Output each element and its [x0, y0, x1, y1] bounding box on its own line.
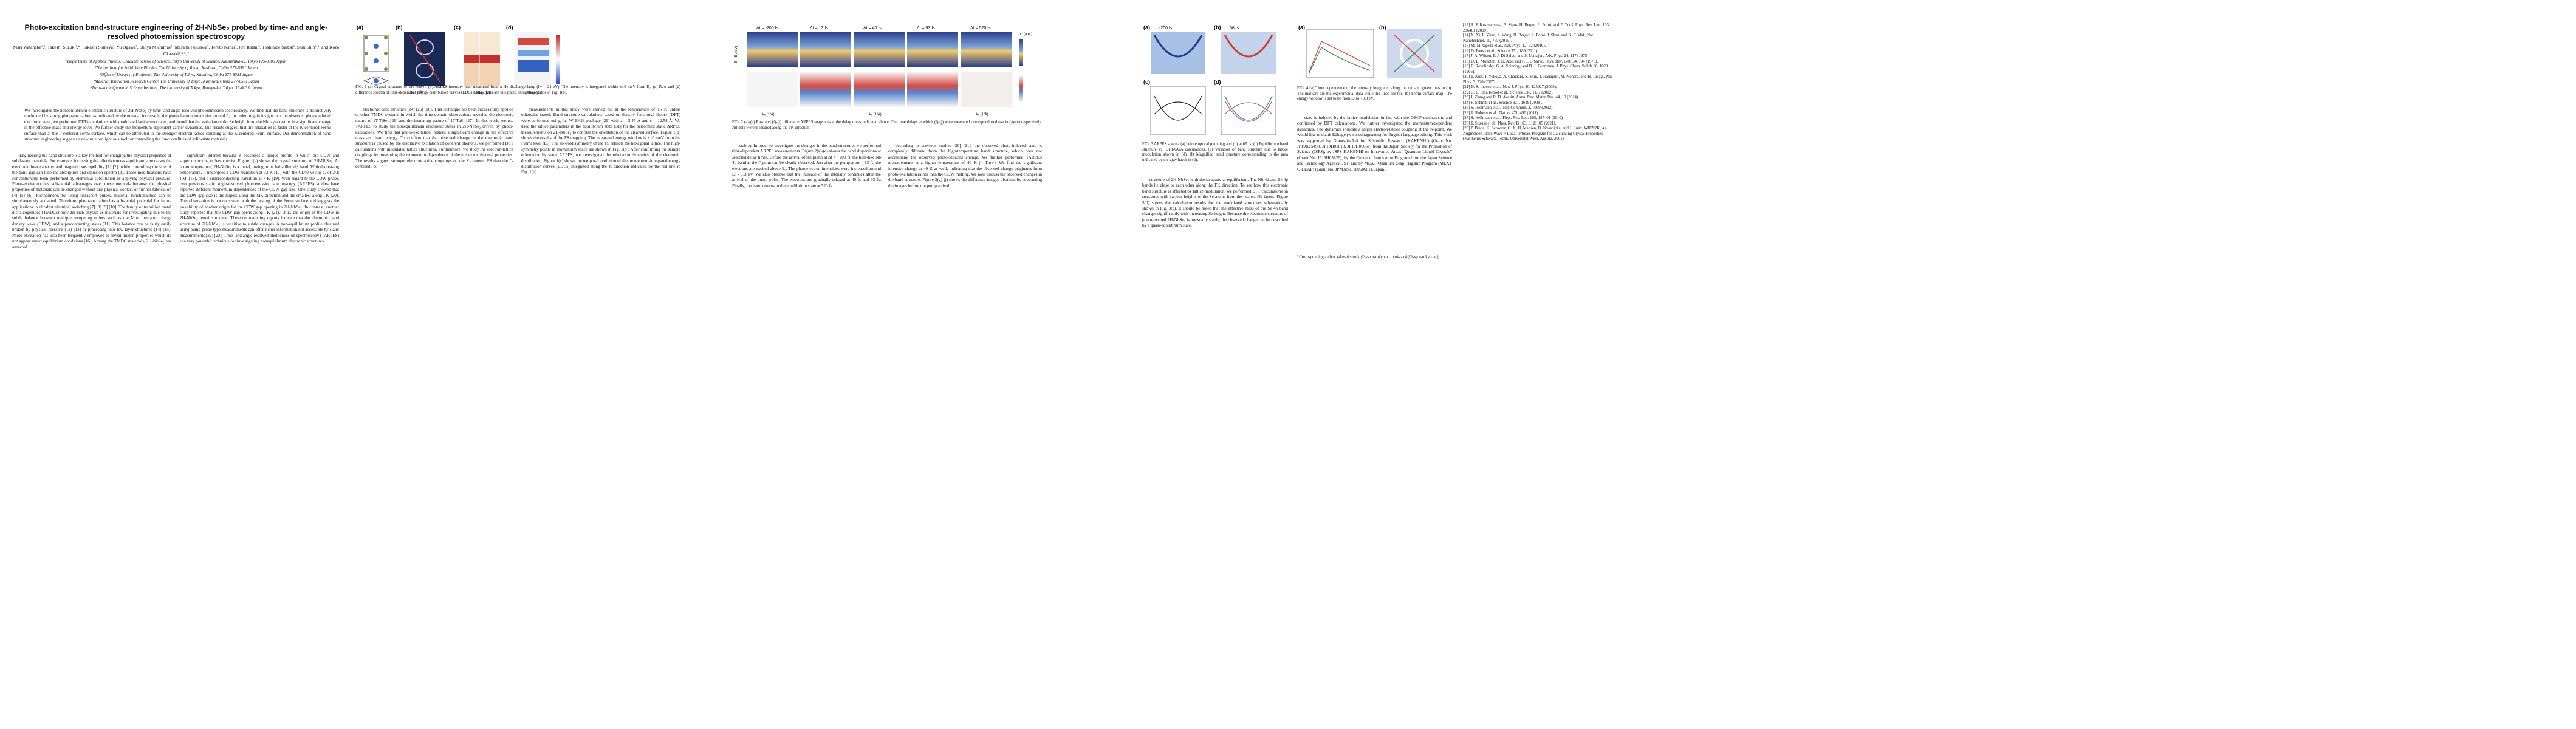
- axis-label-kx: kₓ (1/Å): [411, 91, 423, 95]
- reference-item: [26] T. Rohwer et al., Nature 471, 490 (…: [1463, 111, 1540, 115]
- figure-2: Δt = -200 fs Δt = 13 fs Δt = 40 fs Δt = …: [732, 23, 1042, 134]
- reference-item: [29] P. Blaha, K. Schwarz, G. K. H. Mads…: [1463, 126, 1607, 141]
- corresponding-author-note: *Corresponding author. takeshi.suzuki@is…: [1297, 255, 1441, 259]
- reference-item: [28] T. Suzuki et al., Phys. Rev. B 103,…: [1463, 121, 1557, 126]
- intensity-colorbar-label: Int. (a.u.): [1018, 33, 1032, 36]
- reference-item: [14] X. Xi, L. Zhao, Z. Wang, H. Berger,…: [1463, 33, 1594, 43]
- figure-3: (a) -200 fs (b) 66 fs (c) (d) FIG. 3 ARP…: [1142, 23, 1288, 175]
- reference-item: [24] F. Schmitt et al., Science 321, 164…: [1463, 100, 1543, 105]
- difference-snapshot-row: [747, 72, 1012, 107]
- reference-item: [25] S. Hellmann et al., Nat. Commun. 3,…: [1463, 106, 1554, 110]
- figure-4-graphic: (a) (b): [1298, 24, 1442, 78]
- panel-label-a: (a): [1143, 24, 1150, 30]
- reference-item: [13] A. F. Kusmartseva, B. Sipos, H. Ber…: [1463, 23, 1610, 33]
- body-column-7: structure of 2H-NbSe₂ with the structure…: [1142, 177, 1288, 712]
- panel-label-c: (c): [1143, 79, 1150, 85]
- reference-list: [13] A. F. Kusmartseva, B. Sipos, H. Ber…: [1463, 23, 1615, 722]
- body-paragraph: electronic band structure [24] [25] [10]…: [355, 107, 513, 169]
- author-list: Mari Watanabe¹,², Takeshi Suzuki²,*, Tak…: [13, 44, 340, 56]
- figure-4: (a) (b) FIG. 4 (a) Time dependence of th…: [1297, 23, 1452, 120]
- reference-item: [21] D. S. Inosov et al., New J. Phys. 1…: [1463, 85, 1557, 89]
- body-column-8: state is induced by the lattice modulati…: [1297, 115, 1452, 358]
- abstract: We investigated the nonequilibrium elect…: [24, 108, 331, 142]
- paper-title: Photo-excitation band-structure engineer…: [24, 23, 328, 41]
- body-paragraph: structure of 2H-NbSe₂ with the structure…: [1142, 177, 1288, 228]
- panel-label-b: (b): [396, 24, 403, 30]
- axis-label-k-5: kₓ (1/Å): [976, 112, 988, 117]
- affiliation-3: ³Office of University Professor, The Uni…: [100, 72, 253, 77]
- crystal-structure-illustration: [363, 35, 389, 86]
- figure-1: (a) (b) kₓ (1/Å) (c) (d) Delay (ps) Dela…: [355, 23, 680, 108]
- body-paragraph: measurements in this study were carried …: [521, 107, 680, 175]
- affiliation-2: ²The Institute for Solid State Physics, …: [94, 66, 258, 70]
- delay-label-before: -200 fs: [1159, 26, 1173, 30]
- body-column-5: stable). In order to investigate the cha…: [732, 143, 881, 714]
- affiliation-5: ⁵Trans-scale Quantum Science Institute, …: [90, 86, 262, 91]
- body-paragraph: significant interest because it possesse…: [180, 153, 339, 244]
- delay-label-2: Δt = 13 fs: [810, 26, 828, 30]
- affiliation-1: ¹Department of Applied Physics, Graduate…: [66, 59, 287, 64]
- body-paragraph: state is induced by the lattice modulati…: [1297, 115, 1452, 172]
- delay-label-row: Δt = -200 fs Δt = 13 fs Δt = 40 fs Δt = …: [756, 26, 991, 30]
- delay-label-1: Δt = -200 fs: [756, 26, 778, 30]
- body-paragraph: stable). In order to investigate the cha…: [732, 143, 881, 188]
- figure-4-caption: FIG. 4 (a) Time dependence of the intens…: [1297, 86, 1452, 101]
- reference-item: [18] D. E. Moncton, J. D. Axe, and F. J.…: [1463, 59, 1598, 64]
- reference-item: [16] D. Fausti et al., Science 331, 189 …: [1463, 49, 1539, 53]
- delay-label-3: Δt = 40 fs: [863, 26, 882, 30]
- panel-label-c: (c): [454, 24, 461, 30]
- body-column-1: Engineering the band structure is a key …: [12, 153, 171, 718]
- delay-label-after: 66 fs: [1230, 26, 1239, 30]
- panel-label-a: (a): [357, 24, 363, 30]
- figure-2-graphic: Δt = -200 fs Δt = 13 fs Δt = 40 fs Δt = …: [735, 26, 1032, 117]
- axis-label-delay-c: Delay (ps): [474, 91, 491, 95]
- affiliation-4: ⁴Material Innovation Research Center, Th…: [93, 79, 259, 84]
- figure-1-caption: FIG. 1 (a) Crystal structure of 2H-NbSe₂…: [355, 85, 680, 95]
- arpes-before-pump: [1151, 32, 1205, 74]
- figure-2-caption: FIG. 2 (a)-(e) Raw and (f)-(j) differenc…: [732, 120, 1042, 130]
- body-column-3: electronic band structure [24] [25] [10]…: [355, 107, 513, 714]
- axis-label-delay-d: Delay (ps): [526, 91, 542, 95]
- panel-label-d: (d): [506, 24, 513, 30]
- delay-label-5: Δt = 520 fs: [970, 26, 991, 30]
- axis-label-k-1: kₓ (1/Å): [762, 112, 775, 117]
- axis-label-energy: E - Eₒ (eV): [735, 46, 738, 63]
- body-column-4: measurements in this study were carried …: [521, 107, 680, 714]
- reference-item: [23] J. Zhang and R. D. Averitt, Annu. R…: [1463, 95, 1580, 100]
- reference-item: [15] M. M. Ugeda et al., Nat. Phys. 12, …: [1463, 44, 1546, 48]
- arpes-after-pump: [1221, 32, 1276, 74]
- body-paragraph: according to previous studies [20] [21],…: [888, 143, 1042, 188]
- affiliations: ¹Department of Applied Physics, Graduate…: [12, 58, 340, 92]
- body-column-6: according to previous studies [20] [21],…: [888, 143, 1042, 714]
- reference-item: [22] C. L. Smallwood et al., Science 336…: [1463, 90, 1554, 95]
- lattice-modulation-plot: [1221, 86, 1276, 135]
- panel-label-a: (a): [1298, 24, 1305, 30]
- panel-label-d: (d): [1214, 79, 1221, 85]
- panel-label-b: (b): [1214, 24, 1221, 30]
- figure-3-caption: FIG. 3 ARPES spectra (a) before optical …: [1142, 142, 1288, 162]
- figure-1-graphic: (a) (b) kₓ (1/Å) (c) (d) Delay (ps) Dela…: [357, 24, 560, 95]
- raw-snapshot-row: [747, 32, 1012, 67]
- reference-item: [19] E. Revolinsky, G. A. Spiering, and …: [1463, 64, 1608, 74]
- figure-3-graphic: (a) -200 fs (b) 66 fs (c) (d): [1143, 24, 1276, 135]
- dft-comparison-plot: [1150, 86, 1206, 135]
- reference-item: [27] S. Hellmann et al., Phys. Rev. Lett…: [1463, 116, 1564, 120]
- body-column-2: significant interest because it possesse…: [180, 153, 339, 718]
- axis-label-k-3: kₓ (1/Å): [869, 112, 882, 117]
- panel-label-b: (b): [1379, 24, 1386, 30]
- delay-label-4: Δt = 93 fs: [917, 26, 935, 30]
- reference-item: [20] T. Kiss, T. Yokoya, A. Chainani, S.…: [1463, 75, 1613, 84]
- reference-item: [17] J. A. Wilson, F. J. Di Salvo, and S…: [1463, 54, 1590, 58]
- intensity-time-plot: [1306, 29, 1374, 78]
- body-paragraph: Engineering the band structure is a key …: [12, 153, 171, 250]
